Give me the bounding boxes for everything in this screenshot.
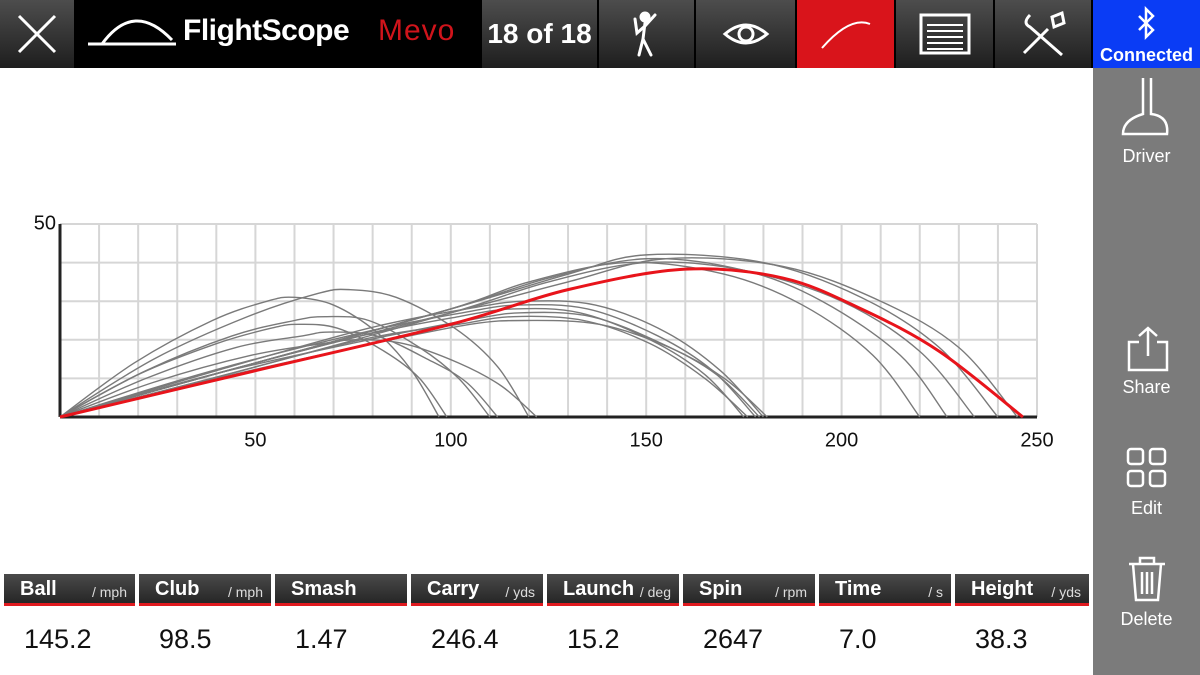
golfer-icon bbox=[633, 11, 656, 57]
trajectory bbox=[59, 296, 440, 418]
metric-name: Time bbox=[835, 578, 882, 600]
toolbar: FlightScope Mevo 18 of 18 Connected bbox=[0, 0, 1200, 68]
metric-unit: / yds bbox=[505, 584, 535, 600]
metric-name: Club bbox=[155, 578, 200, 600]
metric-tile: Club / mph 98.5 bbox=[139, 574, 271, 675]
product-name: Mevo bbox=[378, 14, 456, 47]
metric-value: 15.2 bbox=[567, 624, 620, 654]
trajectory bbox=[59, 257, 948, 418]
metric-name: Smash bbox=[291, 578, 357, 600]
close-icon bbox=[17, 14, 57, 54]
x-tick-label: 250 bbox=[1020, 429, 1053, 451]
shot-counter-text: 18 of 18 bbox=[487, 18, 592, 49]
metric-value: 7.0 bbox=[839, 624, 877, 654]
trajectory bbox=[59, 267, 1024, 419]
metric-unit: / mph bbox=[91, 584, 127, 600]
metric-name: Height bbox=[971, 578, 1034, 600]
x-tick-label: 100 bbox=[434, 429, 467, 451]
trajectory bbox=[59, 331, 499, 418]
metric-header: Spin / rpm bbox=[683, 574, 815, 606]
share-icon bbox=[1127, 326, 1169, 372]
metric-name: Spin bbox=[699, 578, 743, 600]
trajectory-button[interactable] bbox=[797, 0, 896, 68]
metric-name: Ball bbox=[20, 578, 57, 600]
trajectory bbox=[59, 288, 530, 418]
metric-tile: Smash 1.47 bbox=[275, 574, 407, 675]
delete-label[interactable]: Delete bbox=[1120, 609, 1173, 629]
table-icon bbox=[919, 13, 970, 55]
view-button[interactable] bbox=[696, 0, 797, 68]
trajectory bbox=[59, 303, 757, 418]
metric-unit: / deg bbox=[639, 584, 671, 600]
metric-tile: Ball / mph 145.2 bbox=[4, 574, 135, 675]
metric-name: Carry bbox=[427, 578, 480, 600]
trajectory-icon bbox=[820, 21, 870, 49]
metric-tile: Launch / deg 15.2 bbox=[547, 574, 679, 675]
metric-header: Height / yds bbox=[955, 574, 1089, 606]
metric-header: Time / s bbox=[819, 574, 951, 606]
table-button[interactable] bbox=[896, 0, 995, 68]
metric-value: 2647 bbox=[703, 624, 764, 654]
eye-icon bbox=[722, 23, 769, 45]
metric-tile: Spin / rpm 2647 bbox=[683, 574, 815, 675]
metric-value: 145.2 bbox=[24, 624, 92, 654]
metric-value: 38.3 bbox=[975, 624, 1028, 654]
metric-tile: Height / yds 38.3 bbox=[955, 574, 1089, 675]
brand-name: FlightScope bbox=[183, 14, 350, 47]
metric-value: 246.4 bbox=[431, 624, 499, 654]
metric-unit: / rpm bbox=[775, 584, 807, 600]
metric-header: Ball / mph bbox=[4, 574, 135, 606]
metric-header: Launch / deg bbox=[547, 574, 679, 606]
metric-unit: / mph bbox=[227, 584, 263, 600]
edit-label[interactable]: Edit bbox=[1130, 498, 1163, 518]
trajectory-chart: 50 100 150 200 250 50 bbox=[0, 68, 1093, 574]
share-label[interactable]: Share bbox=[1122, 377, 1171, 397]
club-label[interactable]: Driver bbox=[1122, 146, 1171, 166]
logo-mark bbox=[88, 19, 176, 46]
delete-icon bbox=[1129, 556, 1165, 602]
trajectory bbox=[59, 311, 761, 418]
trajectory bbox=[59, 257, 1018, 418]
sidebar: Driver Share Edit Delete bbox=[1093, 68, 1200, 675]
settings-icon bbox=[1022, 10, 1066, 57]
club-icon bbox=[1121, 78, 1169, 136]
trajectory bbox=[59, 315, 749, 418]
chart: 50 100 150 200 250 50 bbox=[34, 212, 1054, 451]
trajectory bbox=[59, 339, 538, 418]
trajectory bbox=[59, 315, 491, 418]
bluetooth-status[interactable]: Connected bbox=[1093, 0, 1200, 68]
y-tick-label: 50 bbox=[34, 212, 56, 234]
edit-icon bbox=[1126, 447, 1167, 488]
metric-tile: Carry / yds 246.4 bbox=[411, 574, 543, 675]
metric-header: Smash bbox=[275, 574, 407, 606]
metric-tile: Time / s 7.0 bbox=[819, 574, 951, 675]
metric-unit: / s bbox=[928, 584, 943, 600]
x-tick-label: 50 bbox=[244, 429, 266, 451]
trajectory bbox=[59, 300, 764, 418]
metric-name: Launch bbox=[563, 578, 635, 600]
x-tick-label: 200 bbox=[825, 429, 858, 451]
metric-unit: / yds bbox=[1051, 584, 1081, 600]
metric-value: 1.47 bbox=[295, 624, 348, 654]
metric-value: 98.5 bbox=[159, 624, 212, 654]
metric-header: Carry / yds bbox=[411, 574, 543, 606]
settings-button[interactable] bbox=[995, 0, 1093, 68]
logo bbox=[76, 0, 482, 68]
swing-view-button[interactable] bbox=[599, 0, 696, 68]
bluetooth-label: Connected bbox=[1099, 45, 1193, 65]
x-tick-label: 150 bbox=[630, 429, 663, 451]
metric-header: Club / mph bbox=[139, 574, 271, 606]
close-button[interactable] bbox=[0, 0, 76, 68]
bluetooth-icon bbox=[1138, 6, 1155, 41]
shot-counter[interactable]: 18 of 18 bbox=[482, 0, 599, 68]
